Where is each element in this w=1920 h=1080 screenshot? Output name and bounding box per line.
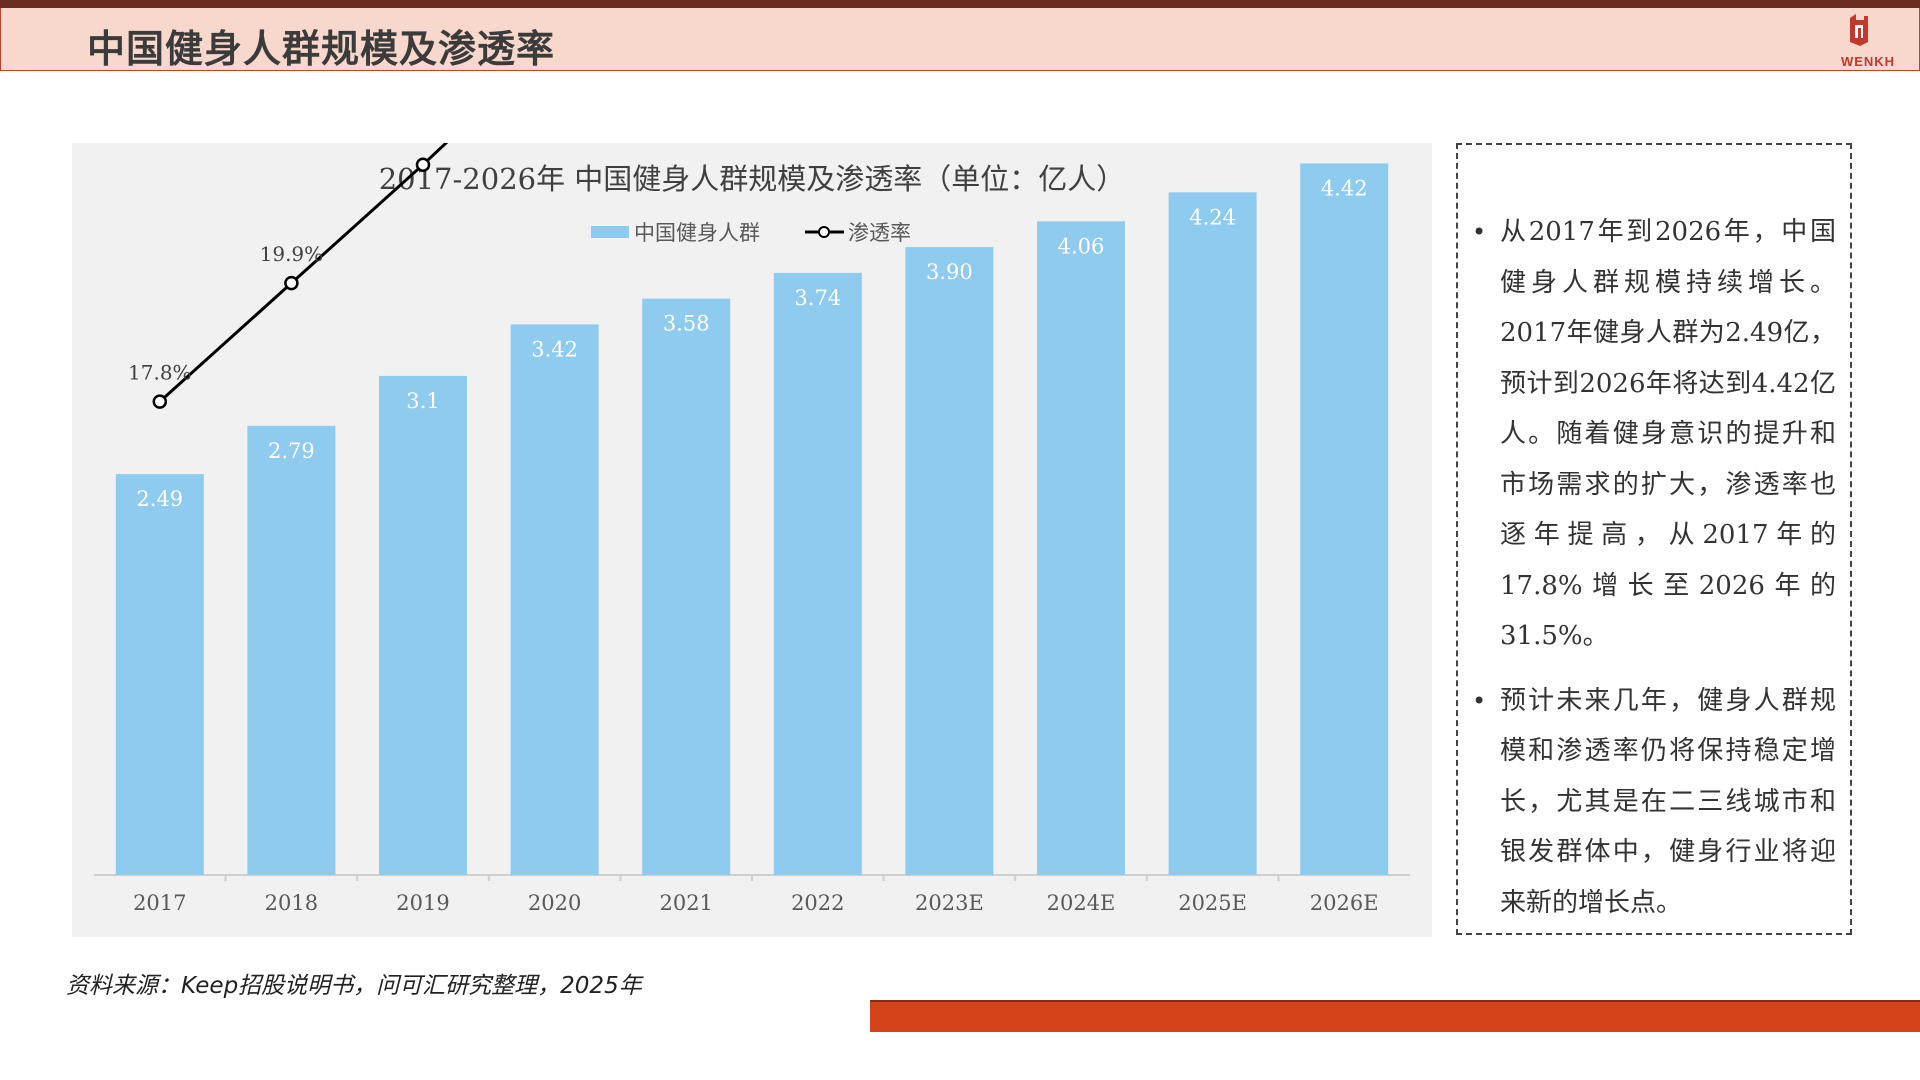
x-tick-label: 2024E (1047, 891, 1116, 915)
bar (642, 298, 731, 875)
note-text: 从2017年到2026年，中国健身人群规模持续增长。2017年健身人群为2.49… (1500, 217, 1836, 651)
legend-bar-label: 中国健身人群 (634, 221, 760, 245)
bar-value-label: 4.24 (1189, 205, 1236, 229)
x-tick-label: 2025E (1178, 891, 1247, 915)
x-axis-ticks: 2017 2018 2019 2020 2021 2022 2023E 2024E 2025E 2… (133, 875, 1379, 915)
bar-value-label: 3.74 (794, 286, 841, 310)
penetration-line (158, 143, 449, 403)
line-point (415, 157, 431, 172)
bullet-icon: • (1472, 218, 1487, 246)
bottom-accent-bar (870, 1000, 1920, 1032)
line-value-label: 17.8% (128, 361, 192, 385)
top-stripe (0, 0, 1920, 8)
header-band: 中国健身人群规模及渗透率 (0, 8, 1920, 71)
legend-line-label: 渗透率 (848, 221, 911, 245)
bar (247, 425, 336, 875)
bar-value-label: 4.06 (1058, 234, 1105, 258)
line-series: 17.8%19.9%22.0%24.2%25.3%26.5%27.6%28.9%… (128, 143, 455, 409)
notes-box: • 从2017年到2026年，中国健身人群规模持续增长。2017年健身人群为2.… (1456, 143, 1852, 935)
bar-series: 2.49 2.79 3.1 3.42 3.58 3.74 3.90 4.06 4.24 4.42 (115, 163, 1389, 876)
bar-value-label: 3.58 (663, 312, 710, 336)
company-logo: WENKH (1826, 12, 1910, 70)
bar-value-label: 3.42 (531, 337, 578, 361)
chart-title: 2017-2026年 中国健身人群规模及渗透率（单位：亿人） (379, 162, 1126, 196)
x-tick-label: 2019 (396, 891, 449, 915)
bar (1037, 221, 1125, 876)
legend-bar-swatch (591, 226, 629, 238)
line-point (284, 275, 299, 291)
bar-value-label: 3.1 (406, 389, 439, 413)
note-text: 预计未来几年，健身人群规模和渗透率仍将保持稳定增长，尤其是在二三线城市和银发群体… (1500, 685, 1836, 918)
legend-line-marker (818, 226, 830, 238)
bar-value-label: 4.42 (1321, 176, 1368, 200)
line-value-label: 22.0% (391, 143, 455, 148)
bar (1300, 163, 1389, 875)
bar-value-label: 2.79 (268, 439, 315, 463)
x-tick-label: 2023E (915, 891, 984, 915)
line-value-label: 19.9% (260, 242, 324, 266)
note-item: • 从2017年到2026年，中国健身人群规模持续增长。2017年健身人群为2.… (1472, 207, 1836, 662)
chart-canvas: 2017-2026年 中国健身人群规模及渗透率（单位：亿人） 中国健身人群 渗透… (94, 143, 1410, 915)
bar (1168, 192, 1257, 876)
bar (115, 474, 204, 875)
x-tick-label: 2021 (659, 891, 712, 915)
page-title: 中国健身人群规模及渗透率 (87, 27, 556, 71)
x-tick-label: 2022 (791, 891, 844, 915)
x-tick-label: 2018 (265, 891, 318, 915)
bar (905, 247, 994, 876)
x-tick-label: 2017 (133, 891, 186, 915)
chart-legend: 中国健身人群 渗透率 (591, 221, 911, 245)
bar-value-label: 2.49 (136, 487, 183, 511)
logo-icon (1850, 14, 1868, 46)
x-tick-label: 2026E (1310, 891, 1379, 915)
x-tick-label: 2020 (528, 891, 581, 915)
line-point (152, 394, 168, 409)
bar (510, 324, 599, 875)
logo-text: WENKH (1840, 54, 1896, 69)
bullet-icon: • (1472, 686, 1487, 715)
note-item: • 预计未来几年，健身人群规模和渗透率仍将保持稳定增长，尤其是在二三线城市和银发… (1472, 676, 1836, 929)
bar (379, 375, 467, 875)
bar (773, 272, 862, 875)
chart-panel: 2017-2026年 中国健身人群规模及渗透率（单位：亿人） 中国健身人群 渗透… (72, 143, 1432, 937)
source-note: 资料来源：Keep招股说明书，问可汇研究整理，2025年 (66, 973, 642, 999)
bar-value-label: 3.90 (926, 260, 973, 284)
